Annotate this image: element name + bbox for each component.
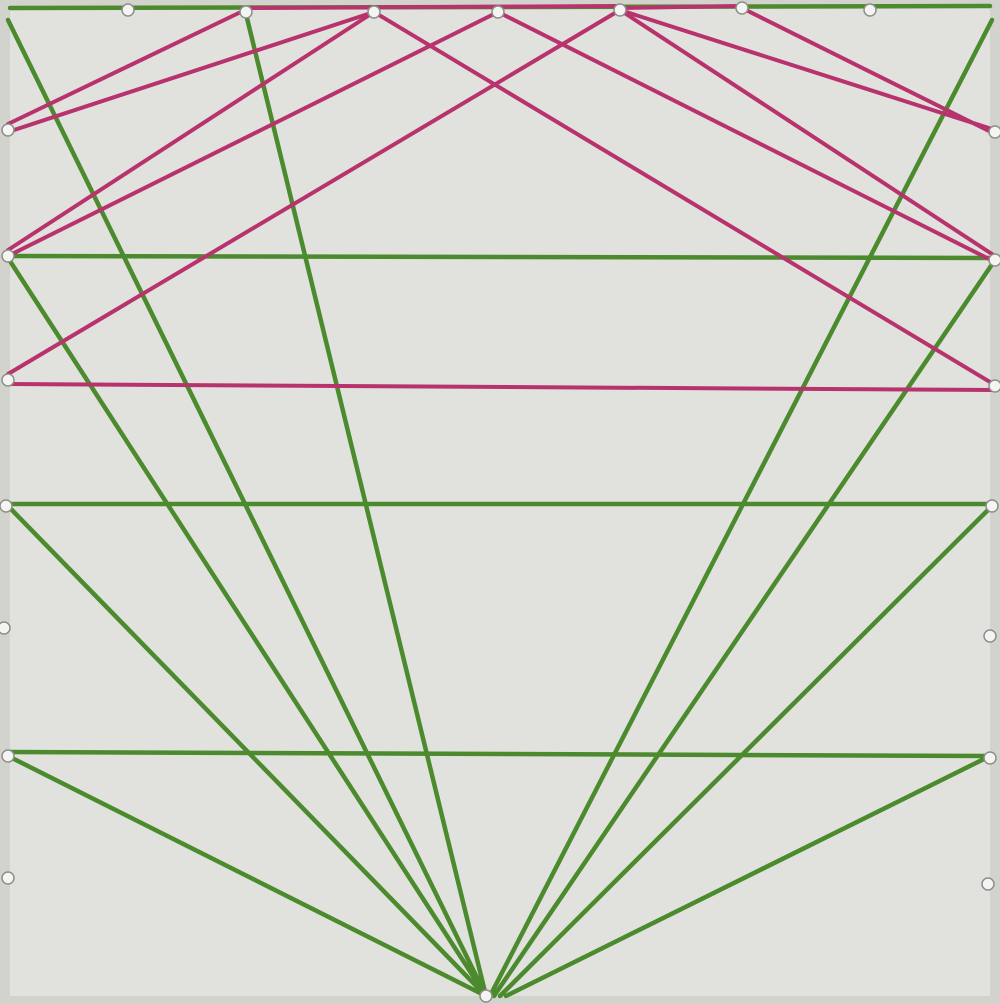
green-thread — [497, 503, 995, 999]
nail — [479, 989, 493, 1003]
green-thread — [5, 17, 489, 999]
nail — [985, 499, 999, 513]
nail — [983, 751, 997, 765]
nail — [735, 1, 749, 15]
green-thread — [5, 503, 489, 999]
nail — [239, 5, 253, 19]
nail — [367, 5, 381, 19]
nail — [988, 379, 1000, 393]
magenta-thread — [496, 10, 997, 264]
nail — [988, 125, 1000, 139]
magenta-thread — [618, 8, 997, 132]
nail — [863, 3, 877, 17]
nail — [613, 3, 627, 17]
magenta-thread — [6, 8, 247, 126]
magenta-thread — [618, 8, 997, 258]
nail — [988, 253, 1000, 267]
nail — [1, 373, 15, 387]
nail — [1, 871, 15, 885]
nail — [0, 499, 13, 513]
green-thread — [491, 257, 998, 999]
green-thread — [5, 753, 489, 999]
nail — [1, 749, 15, 763]
green-thread — [487, 17, 995, 999]
magenta-thread — [243, 4, 622, 10]
magenta-thread — [6, 10, 500, 258]
magenta-threads — [6, 4, 997, 392]
magenta-thread — [6, 10, 376, 134]
green-threads — [3, 3, 998, 999]
nail — [121, 3, 135, 17]
nail — [1, 249, 15, 263]
green-thread — [242, 7, 489, 999]
nail — [491, 5, 505, 19]
magenta-thread — [740, 6, 997, 136]
green-thread — [5, 255, 489, 999]
magenta-thread — [6, 10, 376, 252]
magenta-thread — [372, 10, 997, 387]
nail — [0, 621, 11, 635]
green-thread — [503, 753, 993, 999]
magenta-thread — [618, 4, 744, 10]
nail — [983, 629, 997, 643]
nail — [1, 123, 15, 137]
magenta-thread — [6, 8, 622, 376]
magenta-thread — [6, 382, 997, 392]
green-thread — [5, 749, 993, 759]
nail — [981, 877, 995, 891]
green-thread — [5, 253, 998, 261]
